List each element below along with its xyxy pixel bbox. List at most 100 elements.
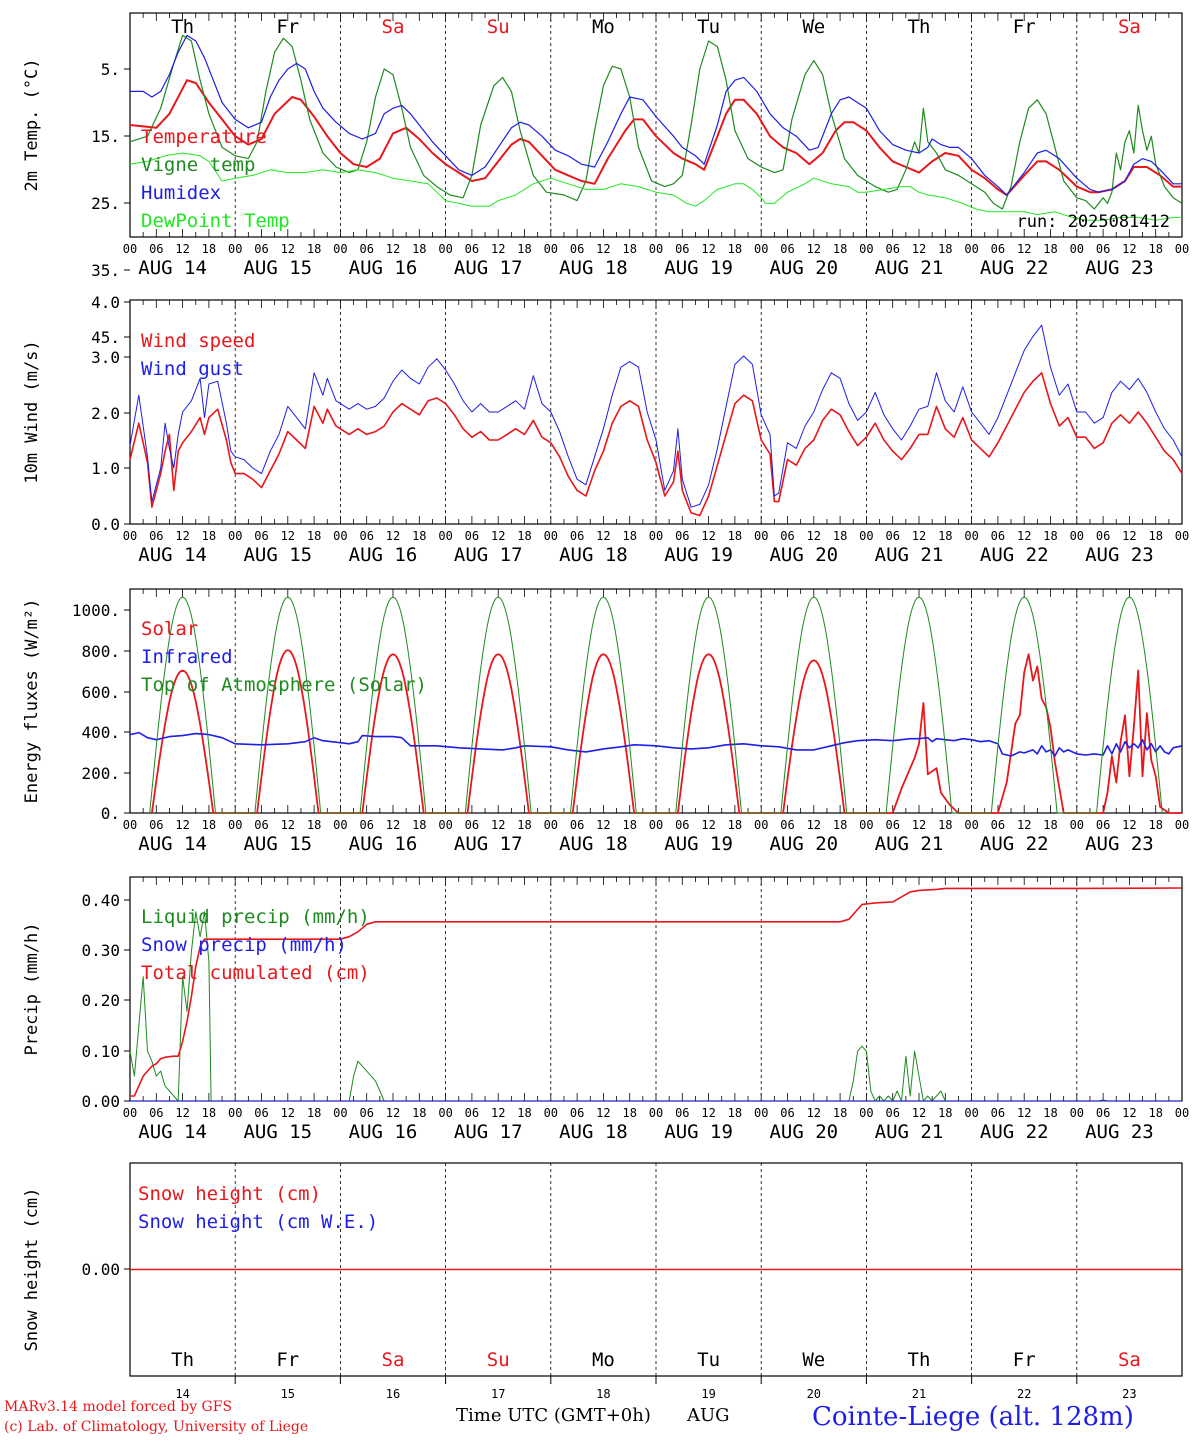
hour-tick-label: 12 (807, 529, 821, 543)
weekday-label: Th (908, 1349, 931, 1371)
date-label: AUG 17 (454, 833, 523, 855)
weekday-label: Th (171, 16, 194, 38)
hour-tick-label: 06 (780, 1106, 794, 1120)
hour-tick-label: 00 (228, 242, 242, 256)
hour-tick-label: 18 (938, 818, 952, 832)
hour-tick-label: 00 (649, 818, 663, 832)
hour-tick-label: 18 (728, 818, 742, 832)
hour-tick-label: 18 (622, 818, 636, 832)
weekday-label: Tu (697, 1349, 720, 1371)
y-tick-label: 0.00 (81, 1260, 120, 1279)
hour-tick-label: 06 (675, 529, 689, 543)
hour-tick-label: 00 (859, 242, 873, 256)
date-label: AUG 15 (243, 1121, 312, 1143)
hour-tick-label: 18 (1043, 1106, 1057, 1120)
hour-tick-label: 06 (254, 529, 268, 543)
hour-tick-label: 06 (991, 242, 1005, 256)
hour-tick-label: 12 (807, 242, 821, 256)
hour-tick-label: 00 (649, 529, 663, 543)
weekday-label: Mo (592, 16, 615, 38)
hour-tick-label: 00 (123, 242, 137, 256)
date-label: AUG 19 (664, 257, 733, 279)
hour-tick-label: 12 (175, 818, 189, 832)
date-label: AUG 21 (875, 833, 944, 855)
date-label: AUG 23 (1085, 544, 1154, 566)
hour-tick-label: 06 (885, 529, 899, 543)
date-label: AUG 20 (769, 257, 838, 279)
series-line (129, 372, 1183, 517)
hour-tick-label: 06 (675, 242, 689, 256)
hour-tick-label: 18 (938, 529, 952, 543)
date-label: AUG 23 (1085, 1121, 1154, 1143)
hour-tick-label: 12 (912, 529, 926, 543)
date-label: AUG 20 (769, 544, 838, 566)
hour-tick-label: 12 (386, 529, 400, 543)
hour-tick-label: 12 (596, 818, 610, 832)
date-label: AUG 14 (138, 257, 207, 279)
hour-tick-label: 00 (544, 242, 558, 256)
hour-tick-label: 00 (754, 529, 768, 543)
day-number-label: 17 (491, 1387, 505, 1401)
series-line (130, 887, 1183, 1097)
weekday-label: Fr (1013, 1349, 1036, 1371)
weekday-label: Su (487, 16, 510, 38)
day-number-label: 20 (807, 1387, 821, 1401)
y-tick-label: 400. (81, 723, 120, 742)
hour-tick-label: 18 (202, 818, 216, 832)
hour-tick-label: 00 (964, 242, 978, 256)
y-tick-label: 1.0 (91, 459, 120, 478)
hour-tick-label: 12 (1122, 1106, 1136, 1120)
hour-tick-label: 18 (412, 529, 426, 543)
date-label: AUG 16 (349, 544, 418, 566)
hour-tick-label: 06 (149, 1106, 163, 1120)
model-credit: MARv3.14 model forced by GFS (4, 1399, 233, 1415)
hour-tick-label: 00 (649, 1106, 663, 1120)
run-label: run: 2025081412 (1016, 212, 1170, 232)
y-tick-label: 0.10 (81, 1042, 120, 1061)
station-label: Cointe-Liege (alt. 128m) (812, 1402, 1134, 1432)
hour-tick-label: 00 (859, 529, 873, 543)
hour-tick-label: 12 (596, 242, 610, 256)
hour-tick-label: 12 (1122, 818, 1136, 832)
date-label: AUG 18 (559, 1121, 628, 1143)
date-label: AUG 16 (349, 1121, 418, 1143)
hour-tick-label: 18 (517, 242, 531, 256)
weekday-label: Su (487, 1349, 510, 1371)
date-label: AUG 19 (664, 833, 733, 855)
hour-tick-label: 12 (1122, 529, 1136, 543)
hour-tick-label: 12 (175, 529, 189, 543)
weekday-label: Mo (592, 1349, 615, 1371)
hour-tick-label: 00 (333, 529, 347, 543)
legend-entry: Total cumulated (cm) (141, 962, 370, 984)
date-label: AUG 14 (138, 1121, 207, 1143)
hour-tick-label: 12 (491, 1106, 505, 1120)
hour-tick-label: 00 (964, 818, 978, 832)
hour-tick-label: 12 (912, 242, 926, 256)
hour-tick-label: 06 (885, 1106, 899, 1120)
y-axis-label: 10m Wind (m/s) (22, 340, 42, 483)
hour-tick-label: 12 (1017, 529, 1031, 543)
hour-tick-label: 18 (1148, 1106, 1162, 1120)
date-label: AUG 20 (769, 1121, 838, 1143)
weekday-label: Tu (697, 16, 720, 38)
hour-tick-label: 12 (596, 1106, 610, 1120)
date-label: AUG 16 (349, 833, 418, 855)
weekday-label: Fr (1013, 16, 1036, 38)
hour-tick-label: 00 (333, 1106, 347, 1120)
hour-tick-label: 06 (991, 818, 1005, 832)
weekday-label: Sa (382, 1349, 405, 1371)
date-label: AUG 21 (875, 257, 944, 279)
hour-tick-label: 00 (859, 1106, 873, 1120)
hour-tick-label: 00 (754, 242, 768, 256)
weekday-label: We (802, 1349, 825, 1371)
hour-tick-label: 12 (281, 529, 295, 543)
hour-tick-label: 12 (701, 242, 715, 256)
hour-tick-label: 06 (991, 1106, 1005, 1120)
hour-tick-label: 12 (807, 1106, 821, 1120)
hour-tick-label: 18 (412, 818, 426, 832)
hour-tick-label: 06 (570, 818, 584, 832)
series-line (149, 596, 1163, 814)
